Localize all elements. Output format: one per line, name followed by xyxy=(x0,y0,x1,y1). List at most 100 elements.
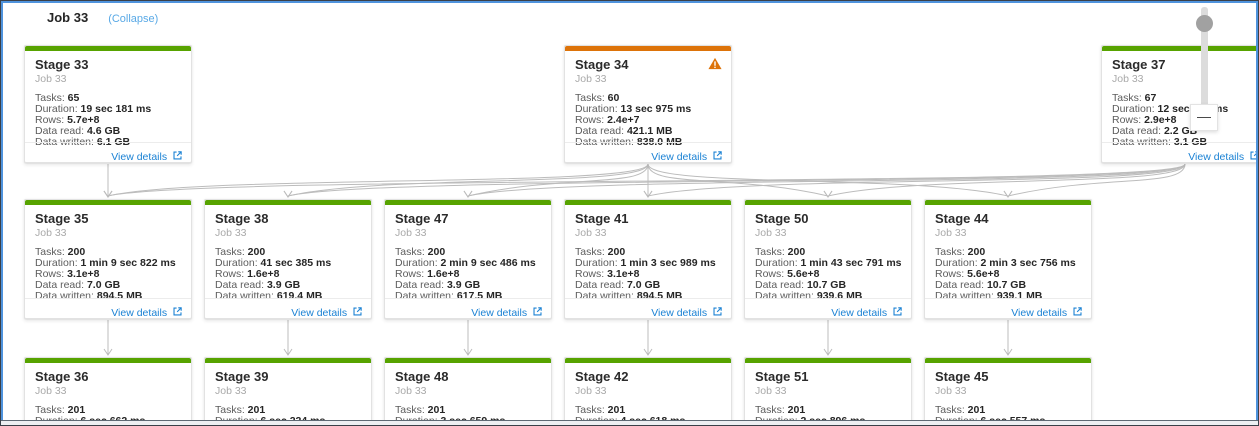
stage-card-stage-42[interactable]: Stage 42 Job 33 Tasks: 201Duration: 4 se… xyxy=(564,357,732,425)
stage-card-stage-41[interactable]: Stage 41 Job 33 Tasks: 200 Duration: 1 mi… xyxy=(564,199,732,319)
stage-stat: Tasks: 200 xyxy=(35,246,86,258)
stage-stat: Data written: 619.4 MB xyxy=(215,289,323,302)
stage-card-stage-45[interactable]: Stage 45 Job 33 Tasks: 201Duration: 6 se… xyxy=(924,357,1092,425)
stage-stat: Tasks: 201 xyxy=(395,404,446,416)
stage-card-stage-50[interactable]: Stage 50 Job 33 Tasks: 200 Duration: 1 mi… xyxy=(744,199,912,319)
view-details-link[interactable]: View details xyxy=(651,151,723,163)
stage-card-stage-39[interactable]: Stage 39 Job 33 Tasks: 201Duration: 6 se… xyxy=(204,357,372,425)
stage-card-footer: View details xyxy=(385,298,551,319)
stage-stat: Data read: 3.9 GB xyxy=(215,278,301,291)
view-details-link[interactable]: View details xyxy=(1188,151,1258,163)
stage-title: Stage 44 xyxy=(935,211,989,226)
stage-stat: Tasks: 200 xyxy=(215,246,266,258)
stage-stat: Data written: 894.5 MB xyxy=(35,289,143,302)
stage-stat: Tasks: 201 xyxy=(215,404,266,416)
stage-subtitle: Job 33 xyxy=(575,73,607,85)
stage-card-stage-37[interactable]: Stage 37 Job 33 Tasks: 67 Duration: 12 se… xyxy=(1101,45,1258,163)
stage-title: Stage 51 xyxy=(755,369,809,384)
stage-title: Stage 42 xyxy=(575,369,629,384)
stage-card-stage-33[interactable]: Stage 33 Job 33 Tasks: 65 Duration: 19 se… xyxy=(24,45,192,163)
job-header: Job 33 (Collapse) xyxy=(47,10,158,25)
stage-card-stage-47[interactable]: Stage 47 Job 33 Tasks: 200 Duration: 2 mi… xyxy=(384,199,552,319)
stage-subtitle: Job 33 xyxy=(35,73,67,85)
stage-card-stage-44[interactable]: Stage 44 Job 33 Tasks: 200 Duration: 2 mi… xyxy=(924,199,1092,319)
stage-title: Stage 36 xyxy=(35,369,89,384)
view-details-label: View details xyxy=(471,307,530,319)
stage-stat: Tasks: 67 xyxy=(1112,92,1157,104)
stage-card-stage-35[interactable]: Stage 35 Job 33 Tasks: 200 Duration: 1 mi… xyxy=(24,199,192,319)
stage-status-bar xyxy=(565,358,731,363)
stage-stat: Tasks: 60 xyxy=(575,92,620,104)
stage-subtitle: Job 33 xyxy=(35,385,67,397)
stage-stat: Duration: 2 min 9 sec 486 ms xyxy=(395,256,536,269)
stage-stats: Tasks: 200 Duration: 2 min 3 sec 756 ms Ro… xyxy=(935,247,1081,302)
collapse-link[interactable]: (Collapse) xyxy=(108,13,159,25)
stage-stat: Data written: 939.6 MB xyxy=(755,289,863,302)
stage-stat: Duration: 41 sec 385 ms xyxy=(215,256,332,269)
view-details-link[interactable]: View details xyxy=(831,307,903,319)
stage-stat: Rows: 5.6e+8 xyxy=(755,267,820,280)
stage-title: Stage 34 xyxy=(575,57,629,72)
stage-card-footer: View details xyxy=(1102,142,1258,163)
view-details-label: View details xyxy=(111,307,170,319)
stage-subtitle: Job 33 xyxy=(395,227,427,239)
stage-title: Stage 37 xyxy=(1112,57,1166,72)
stage-stat: Tasks: 200 xyxy=(395,246,446,258)
zoom-out-button[interactable] xyxy=(1190,104,1218,131)
stage-stat: Rows: 3.1e+8 xyxy=(575,267,640,280)
stage-subtitle: Job 33 xyxy=(755,385,787,397)
view-details-link[interactable]: View details xyxy=(1011,307,1083,319)
warning-icon xyxy=(708,57,722,70)
stage-stat: Tasks: 201 xyxy=(935,404,986,416)
stage-stat: Data written: 3.1 GB xyxy=(1112,135,1208,148)
stage-subtitle: Job 33 xyxy=(575,385,607,397)
stage-stat: Tasks: 200 xyxy=(935,246,986,258)
stage-stat: Data read: 10.7 GB xyxy=(935,278,1027,291)
stage-stat: Data read: 7.0 GB xyxy=(575,278,661,291)
stage-stats: Tasks: 60 Duration: 13 sec 975 ms Rows: 2.… xyxy=(575,93,721,148)
stage-stat: Data read: 10.7 GB xyxy=(755,278,847,291)
open-in-new-window-icon xyxy=(893,307,902,316)
stage-stat: Data read: 7.0 GB xyxy=(35,278,121,291)
stage-stat: Rows: 2.4e+7 xyxy=(575,113,640,126)
stage-title: Stage 50 xyxy=(755,211,809,226)
stage-stat: Rows: 2.9e+8 xyxy=(1112,113,1177,126)
stage-card-stage-34[interactable]: Stage 34 Job 33 Tasks: 60 Duration: 13 se… xyxy=(564,45,732,163)
stage-card-footer: View details xyxy=(25,298,191,319)
stage-status-bar xyxy=(565,46,731,51)
stage-stat: Data written: 6.1 GB xyxy=(35,135,131,148)
stage-stat: Tasks: 200 xyxy=(575,246,626,258)
open-in-new-window-icon xyxy=(353,307,362,316)
stage-card-stage-51[interactable]: Stage 51 Job 33 Tasks: 201Duration: 2 se… xyxy=(744,357,912,425)
stage-status-bar xyxy=(205,358,371,363)
stage-stat: Tasks: 201 xyxy=(35,404,86,416)
open-in-new-window-icon xyxy=(713,151,722,160)
stage-title: Stage 38 xyxy=(215,211,269,226)
stage-card-stage-48[interactable]: Stage 48 Job 33 Tasks: 201Duration: 3 se… xyxy=(384,357,552,425)
stage-stat: Duration: 19 sec 181 ms xyxy=(35,102,152,115)
stage-title: Stage 47 xyxy=(395,211,449,226)
view-details-link[interactable]: View details xyxy=(111,307,183,319)
stage-card-footer: View details xyxy=(745,298,911,319)
stage-stat: Tasks: 201 xyxy=(755,404,806,416)
stage-stat: Data written: 838.0 MB xyxy=(575,135,683,148)
view-details-link[interactable]: View details xyxy=(111,151,183,163)
stage-status-bar xyxy=(565,200,731,205)
stage-stat: Tasks: 65 xyxy=(35,92,80,104)
view-details-link[interactable]: View details xyxy=(291,307,363,319)
zoom-slider-track[interactable] xyxy=(1201,7,1208,125)
zoom-slider-knob[interactable] xyxy=(1196,15,1213,32)
stage-stat: Duration: 2 min 3 sec 756 ms xyxy=(935,256,1076,269)
stage-stat: Rows: 3.1e+8 xyxy=(35,267,100,280)
stage-title: Stage 48 xyxy=(395,369,449,384)
view-details-label: View details xyxy=(111,151,170,163)
stage-card-stage-38[interactable]: Stage 38 Job 33 Tasks: 200 Duration: 41 s… xyxy=(204,199,372,319)
stage-card-stage-36[interactable]: Stage 36 Job 33 Tasks: 201Duration: 6 se… xyxy=(24,357,192,425)
view-details-link[interactable]: View details xyxy=(471,307,543,319)
stage-status-bar xyxy=(745,200,911,205)
view-details-link[interactable]: View details xyxy=(651,307,723,319)
stage-subtitle: Job 33 xyxy=(1112,73,1144,85)
bottom-border-strip xyxy=(1,420,1258,425)
